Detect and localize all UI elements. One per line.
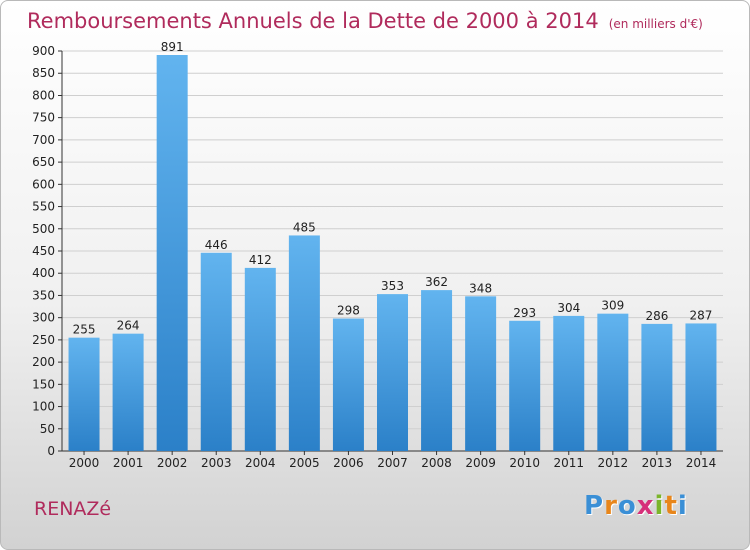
bar	[112, 333, 144, 451]
data-label: 348	[469, 281, 492, 295]
x-tick-label: 2013	[642, 456, 673, 470]
data-label: 485	[293, 220, 316, 234]
y-tick-label: 0	[47, 444, 55, 458]
y-tick-label: 150	[32, 377, 55, 391]
bar	[377, 294, 408, 451]
logo-letter: i	[654, 491, 665, 521]
bar	[597, 313, 629, 451]
data-label: 362	[425, 275, 448, 289]
x-tick-label: 2000	[69, 456, 100, 470]
y-tick-label: 550	[32, 200, 55, 214]
x-tick-label: 2004	[245, 456, 276, 470]
logo-letter: o	[617, 491, 637, 521]
bar	[421, 290, 453, 451]
bar	[200, 252, 232, 451]
x-tick-label: 2014	[686, 456, 717, 470]
bar	[244, 267, 276, 451]
y-tick-label: 900	[32, 44, 55, 58]
logo-letter: P	[584, 491, 605, 521]
x-tick-label: 2001	[113, 456, 144, 470]
y-tick-label: 450	[32, 244, 55, 258]
data-label: 891	[161, 40, 184, 54]
data-label: 287	[690, 308, 713, 322]
bar	[68, 337, 100, 451]
chart-title: Remboursements Annuels de la Dette de 20…	[27, 9, 703, 33]
data-label: 309	[601, 299, 624, 313]
data-label: 255	[73, 323, 96, 337]
data-label: 286	[645, 309, 668, 323]
x-tick-label: 2011	[553, 456, 584, 470]
bar	[553, 315, 585, 451]
y-tick-label: 250	[32, 333, 55, 347]
y-tick-label: 500	[32, 222, 55, 236]
y-tick-label: 600	[32, 177, 55, 191]
logo-letter: t	[664, 491, 678, 521]
commune-name: RENAZé	[34, 498, 112, 520]
logo-letter: i	[677, 491, 688, 521]
y-tick-label: 400	[32, 266, 55, 280]
x-tick-label: 2008	[421, 456, 452, 470]
y-tick-label: 100	[32, 400, 55, 414]
x-tick-label: 2009	[465, 456, 496, 470]
data-label: 298	[337, 304, 360, 318]
x-tick-label: 2010	[509, 456, 540, 470]
bar	[509, 320, 541, 451]
x-tick-label: 2012	[598, 456, 629, 470]
y-tick-label: 700	[32, 133, 55, 147]
y-tick-label: 300	[32, 311, 55, 325]
bar	[156, 55, 188, 451]
y-tick-label: 200	[32, 355, 55, 369]
x-tick-label: 2007	[377, 456, 408, 470]
data-label: 293	[513, 306, 536, 320]
proxiti-logo: Proxiti	[584, 491, 688, 521]
logo-letter: x	[636, 491, 655, 521]
y-tick-label: 50	[40, 422, 55, 436]
y-tick-label: 750	[32, 111, 55, 125]
data-label: 446	[205, 238, 228, 252]
data-label: 412	[249, 253, 272, 267]
bar	[641, 323, 673, 451]
y-tick-label: 800	[32, 88, 55, 102]
logo-letter: r	[604, 491, 618, 521]
bar	[685, 323, 717, 451]
data-label: 264	[117, 319, 140, 333]
data-label: 353	[381, 279, 404, 293]
x-tick-label: 2003	[201, 456, 232, 470]
chart-subtitle: (en milliers d'€)	[608, 17, 703, 31]
bar	[288, 235, 320, 451]
bar	[332, 318, 364, 451]
x-tick-label: 2002	[157, 456, 188, 470]
x-tick-label: 2005	[289, 456, 320, 470]
y-tick-label: 650	[32, 155, 55, 169]
bar	[465, 296, 497, 451]
x-tick-label: 2006	[333, 456, 364, 470]
data-label: 304	[557, 301, 580, 315]
chart-title-text: Remboursements Annuels de la Dette de 20…	[27, 9, 599, 33]
y-tick-label: 850	[32, 66, 55, 80]
y-tick-label: 350	[32, 288, 55, 302]
